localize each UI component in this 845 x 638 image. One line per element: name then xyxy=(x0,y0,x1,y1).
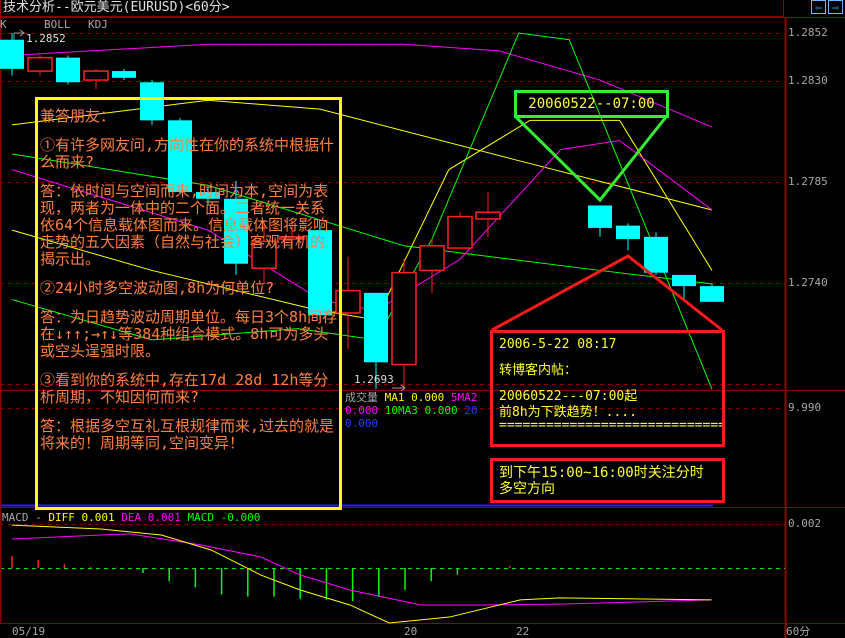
prev-button[interactable]: ⇦ xyxy=(811,0,826,14)
price-tick: 1.2740 xyxy=(788,276,828,289)
diff-line xyxy=(11,524,712,624)
date-label: 20 xyxy=(404,625,418,638)
green-callout-pointer xyxy=(514,115,668,203)
callout-rule: ================================ xyxy=(499,418,725,433)
candle-up xyxy=(391,271,417,366)
candle-down xyxy=(700,286,724,302)
indicator-line xyxy=(11,43,713,128)
ma3-value: 0.000 xyxy=(424,404,458,417)
dea-label: DEA xyxy=(121,511,142,524)
red-callout: 2006-5-22 08:17 转博客内帖： 20060522---07:00起… xyxy=(490,330,725,447)
candle-down xyxy=(616,225,640,240)
ma1-label: MA1 xyxy=(384,391,405,404)
candle-up xyxy=(335,289,361,314)
green-callout: 20060522--07:00 xyxy=(514,90,669,118)
annotation-paragraph: ②24小时多空波动图,8h为何单位? xyxy=(40,279,275,297)
callout-line: 转博客内帖： xyxy=(499,363,578,378)
price-tick: 1.2852 xyxy=(788,26,828,39)
candle-down xyxy=(56,57,80,83)
price-tick: 1.2785 xyxy=(788,175,828,188)
date-label: 05/19 xyxy=(12,625,46,638)
diff-label: DIFF xyxy=(48,511,75,524)
annotation-paragraph: ①有许多网友问,方向性在你的系统中根据什么而来? xyxy=(40,136,335,171)
candle-down xyxy=(112,71,136,78)
date-label: 22 xyxy=(516,625,530,638)
ma4-label: 20 xyxy=(464,404,478,417)
next-button[interactable]: ⇨ xyxy=(828,0,843,14)
candle-down xyxy=(0,39,24,69)
diff-value: 0.001 xyxy=(81,511,115,524)
candle-down xyxy=(644,236,668,273)
annotation-paragraph: ③看到你的系统中,存在17d 28d 12h等分析周期，不知因何而来? xyxy=(40,371,329,406)
candle-up xyxy=(419,245,445,272)
red-callout-2: 到下午15:00~16:00时关注分时多空方向 xyxy=(490,458,725,503)
volume-header: 成交量 MA1 0.000 5MA2 0.000 10MA3 0.000 20 … xyxy=(345,391,485,430)
indicator-boll[interactable]: BOLL xyxy=(44,18,71,31)
indicator-line xyxy=(11,119,713,321)
macd-hist-label: MACD xyxy=(187,511,215,524)
candle-down xyxy=(364,292,388,363)
indicator-kdj[interactable]: KDJ xyxy=(88,18,108,31)
high-price-label: 1.2852 xyxy=(26,32,66,45)
candle-up xyxy=(27,56,53,72)
candle-down xyxy=(140,82,164,121)
dea-line xyxy=(11,533,712,606)
candle-up xyxy=(83,70,109,81)
period-label[interactable]: 60分 xyxy=(786,625,811,638)
callout-line: 前8h为下跌趋势！.... xyxy=(499,405,637,420)
ma1-value: 0.000 xyxy=(411,391,445,404)
callout-line: 20060522---07:00起 xyxy=(499,389,638,404)
candle-down xyxy=(672,274,696,287)
macd-label: MACD - xyxy=(2,511,42,524)
candle-down xyxy=(224,198,248,264)
annotation-paragraph: 答：依时间与空间而来,时间为本,空间为表现，两者为一体中的二个面。二者统一关系依… xyxy=(40,182,329,268)
candle-up xyxy=(279,236,305,240)
annotation-paragraph: 答：为日趋势波动周期单位。每日3个8h间存在↓↑↑;→↑↓等384种组合模式。8… xyxy=(40,308,338,360)
annotation-box: 兼答朋友： ①有许多网友问,方向性在你的系统中根据什么而来? 答：依时间与空间而… xyxy=(35,97,342,510)
candle-down xyxy=(196,192,220,199)
indicator-k[interactable]: K xyxy=(0,18,7,31)
ma3-label: 10MA3 xyxy=(384,404,418,417)
annotation-title: 兼答朋友： xyxy=(40,107,116,125)
red-callout-pointer xyxy=(491,254,723,332)
arrow-right-icon: ⇨ xyxy=(832,1,839,14)
dea-value: 0.001 xyxy=(147,511,181,524)
indicator-line xyxy=(11,153,713,285)
candle-down xyxy=(308,230,332,316)
candle-up xyxy=(251,240,277,269)
candle-up xyxy=(447,215,473,249)
window-title: 技术分析--欧元美元(EURUSD)<60分> xyxy=(0,0,784,17)
candle-down xyxy=(588,205,612,228)
callout-date: 2006-5-22 08:17 xyxy=(499,337,617,352)
macd-tick: 0.002 xyxy=(788,517,822,530)
ma2-label: 5MA2 xyxy=(450,391,478,404)
high-marker xyxy=(13,29,25,40)
arrow-left-icon: ⇦ xyxy=(815,1,822,14)
macd-header: MACD - DIFF 0.001 DEA 0.001 MACD -0.000 xyxy=(2,511,260,524)
volume-tick: 9.990 xyxy=(788,401,822,414)
ma2-value: 0.000 xyxy=(345,404,379,417)
volume-label: 成交量 xyxy=(345,391,378,404)
callout-pointers xyxy=(13,29,723,392)
candle-up xyxy=(475,211,501,220)
annotation-paragraph: 答：根据多空互礼互根规律而来,过去的就是将来的！周期等同,空间变异！ xyxy=(40,417,335,452)
low-marker-arrow xyxy=(392,384,406,392)
ma4-value: 0.000 xyxy=(345,417,379,430)
macd-hist-value: -0.000 xyxy=(220,511,261,524)
low-price-label: 1.2693 xyxy=(354,373,394,386)
price-tick: 1.2830 xyxy=(788,74,828,87)
candle-down xyxy=(168,120,192,193)
